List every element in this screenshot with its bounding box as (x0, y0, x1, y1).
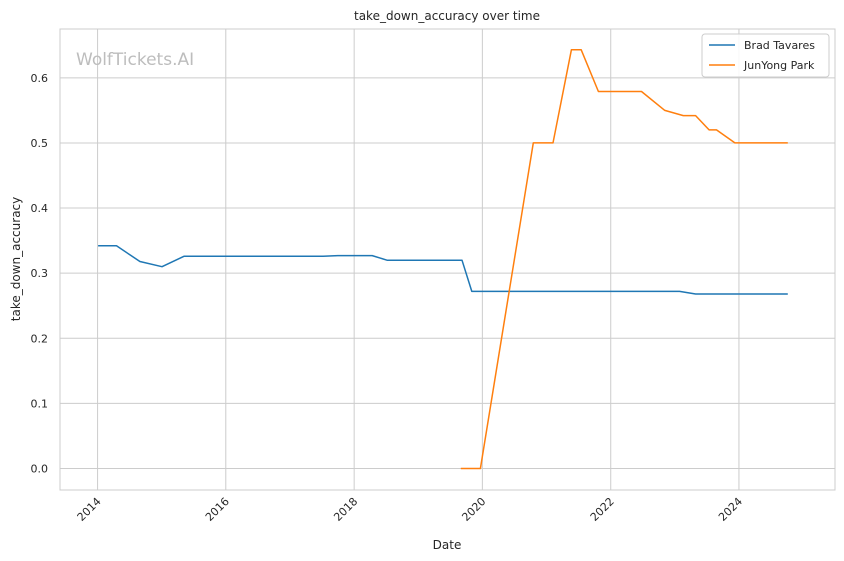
legend-label-brad-tavares: Brad Tavares (744, 39, 815, 52)
watermark-text: WolfTickets.AI (76, 50, 194, 70)
tick-layer: 0.0 0.1 0.2 0.3 0.4 0.5 0.6 2014 2016 2018 2020 202… (31, 72, 746, 524)
y-tick-label: 0.3 (31, 267, 49, 280)
x-tick-label: 2020 (459, 495, 488, 524)
grid-layer (60, 29, 835, 490)
y-tick-label: 0.0 (31, 463, 49, 476)
x-axis-label: Date (433, 538, 462, 552)
series-line-brad-tavares (98, 245, 788, 295)
x-tick-label: 2014 (75, 495, 104, 524)
y-tick-label: 0.4 (31, 202, 49, 215)
y-tick-label: 0.2 (31, 332, 49, 345)
x-tick-label: 2016 (203, 495, 232, 524)
legend: Brad Tavares JunYong Park (701, 33, 830, 78)
legend-label-junyong-park: JunYong Park (743, 59, 815, 72)
x-tick-label: 2022 (588, 495, 617, 524)
plot-frame (59, 28, 836, 491)
x-tick-label: 2018 (331, 495, 360, 524)
y-axis-label: take_down_accuracy (9, 197, 23, 321)
x-tick-label: 2024 (716, 495, 745, 524)
series-layer (98, 49, 788, 470)
y-tick-label: 0.6 (31, 72, 49, 85)
y-tick-label: 0.1 (31, 397, 49, 410)
series-line-junyong-park (460, 49, 788, 470)
y-tick-label: 0.5 (31, 137, 49, 150)
chart-title: take_down_accuracy over time (354, 9, 540, 23)
